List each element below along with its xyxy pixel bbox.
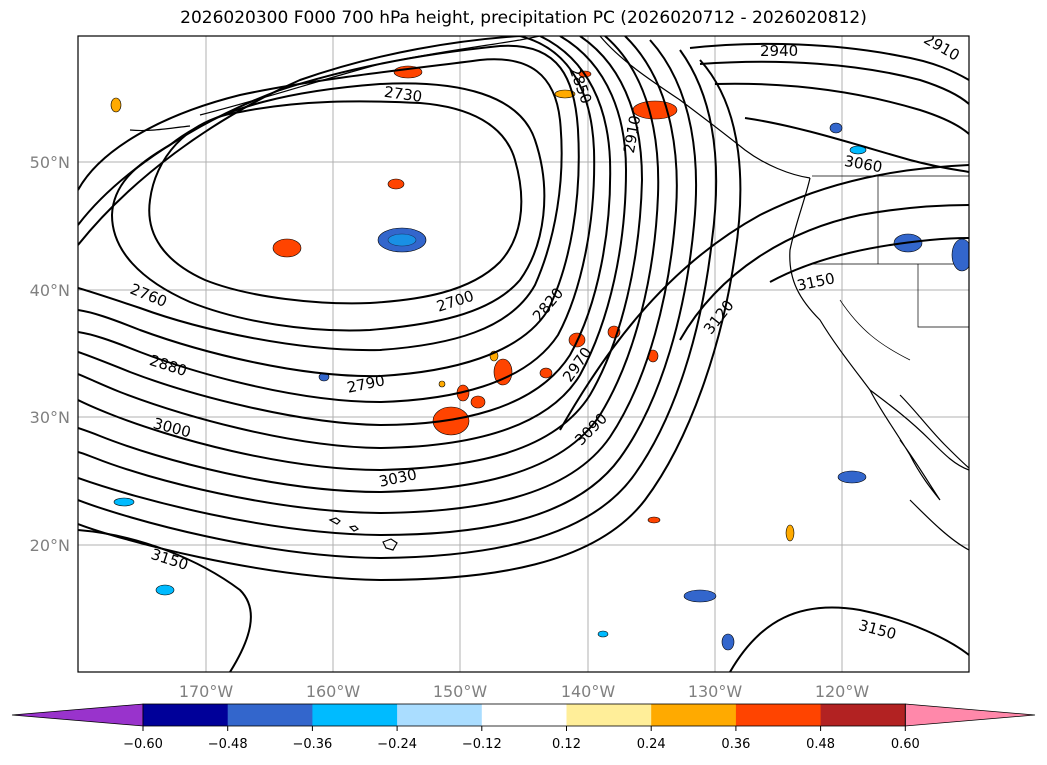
lon-tick-label: 130°W [688,682,743,701]
colorbar-tick-label: −0.60 [123,737,163,752]
colorbar-tick-label: 0.60 [891,737,920,752]
map-frame [77,35,970,673]
lat-tick-label: 50°N [30,153,70,172]
lon-tick-label: 160°W [306,682,361,701]
colorbar-segment [143,704,229,726]
colorbar-segment [481,704,567,726]
colorbar-tick-label: −0.36 [292,737,332,752]
colorbar-outline [142,703,906,727]
colorbar-tick-label: 0.24 [637,737,666,752]
colorbar-tick-label: 0.36 [721,737,750,752]
lon-tick-label: 170°W [179,682,234,701]
colorbar-segment [397,704,483,726]
lat-tick-label: 40°N [30,281,70,300]
graticule [78,36,969,672]
colorbar-tick-label: 0.48 [806,737,835,752]
colorbar-segment [735,704,822,726]
colorbar-segment [820,704,906,726]
colorbar-tick-label: −0.48 [208,737,248,752]
map-title: 2026020300 F000 700 hPa height, precipit… [180,8,867,28]
lon-tick-label: 120°W [815,682,870,701]
lat-tick-label: 20°N [30,536,70,555]
lat-tick-labels: 50°N 40°N 30°N 20°N [30,153,70,555]
colorbar [11,703,1036,727]
lat-tick-label: 30°N [30,408,70,427]
colorbar-segment [312,704,398,726]
map-panel [78,36,969,672]
colorbar-segment [651,704,737,726]
colorbar-tick-label: −0.12 [462,737,502,752]
precip-negative [113,122,969,651]
contour-label: 2730 [383,83,423,106]
lon-tick-labels: 170°W 160°W 150°W 140°W 130°W 120°W [179,682,870,701]
colorbar-extend-low [11,703,144,727]
colorbar-labels: −0.60 −0.48 −0.36 −0.24 −0.12 0.12 0.24 0.36 0.4… [123,726,920,752]
colorbar-segment [566,704,652,726]
colorbar-tick-label: −0.24 [377,737,417,752]
colorbar-extend-high [904,703,1036,727]
colorbar-tick-label: 0.12 [552,737,581,752]
contour-label: 2940 [760,42,798,60]
lon-tick-label: 150°W [433,682,488,701]
colorbar-segment [227,704,313,726]
height-contours [78,36,969,672]
lon-tick-label: 140°W [561,682,616,701]
